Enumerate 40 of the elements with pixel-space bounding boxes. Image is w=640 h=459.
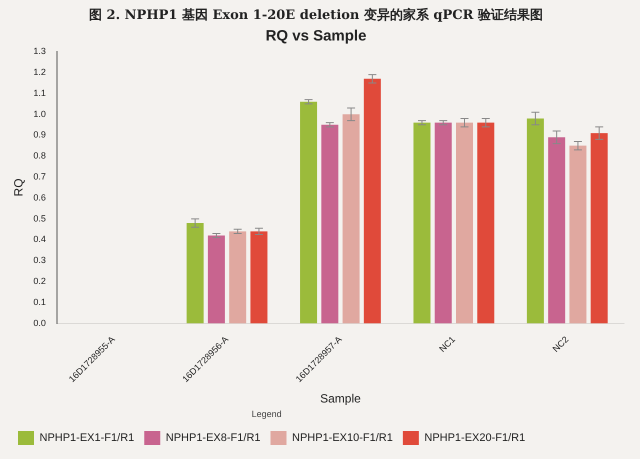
y-tick-label: 0.9 xyxy=(33,130,46,140)
y-tick-label: 0.4 xyxy=(33,234,46,244)
bar xyxy=(569,146,586,324)
legend-label: NPHP1-EX8-F1/R1 xyxy=(166,432,261,444)
bar xyxy=(434,122,452,324)
bar xyxy=(321,124,338,324)
x-axis-title: Sample xyxy=(320,391,362,406)
chart-title: 图 2. NPHP1 基因 Exon 1-20E deletion 变异的家系 qPCR 验证结果图 xyxy=(89,7,543,24)
bar xyxy=(456,122,474,324)
y-tick-label: 0.3 xyxy=(33,255,46,266)
y-axis-title: RQ xyxy=(12,178,26,196)
bar xyxy=(229,231,246,324)
bar xyxy=(413,122,430,324)
y-tick-label: 0.7 xyxy=(33,172,46,182)
bar xyxy=(186,223,204,324)
y-tick-label: 0.2 xyxy=(33,276,46,286)
y-tick-label: 0.5 xyxy=(33,213,46,224)
bar xyxy=(364,78,381,324)
bar xyxy=(300,102,318,324)
bar xyxy=(342,114,360,324)
bar xyxy=(477,122,494,324)
y-tick-label: 0.6 xyxy=(33,192,46,202)
legend-label: NPHP1-EX10-F1/R1 xyxy=(292,432,393,444)
y-tick-label: 1.3 xyxy=(33,46,46,56)
legend-label: NPHP1-EX20-F1/R1 xyxy=(424,432,526,444)
y-tick-label: 0.1 xyxy=(33,296,46,307)
legend-label: NPHP1-EX1-F1/R1 xyxy=(40,432,134,444)
chart-subtitle: RQ vs Sample xyxy=(266,28,366,45)
bar xyxy=(548,137,566,324)
y-tick-label: 1.2 xyxy=(33,66,46,77)
y-tick-label: 1.0 xyxy=(33,108,46,119)
x-tick-label: NC1 xyxy=(437,334,458,354)
legend-title: Legend xyxy=(252,409,282,420)
bar xyxy=(526,118,544,324)
y-tick-label: 0.0 xyxy=(33,318,46,328)
bar xyxy=(590,133,608,324)
y-tick-label: 0.8 xyxy=(33,150,46,161)
y-tick-label: 1.1 xyxy=(33,88,46,98)
bar xyxy=(250,231,268,324)
bar xyxy=(208,236,225,324)
